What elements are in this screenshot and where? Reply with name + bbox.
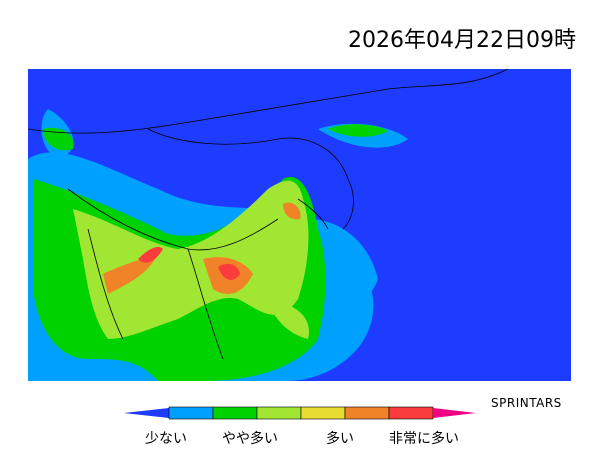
aerosol-yellow-green-areas xyxy=(73,180,309,339)
legend-swatch-5 xyxy=(344,406,390,420)
aerosol-red-areas xyxy=(138,247,240,280)
legend-swatch-2 xyxy=(212,406,258,420)
legend-swatch-6 xyxy=(388,406,434,420)
legend-swatch-4 xyxy=(300,406,346,420)
legend-label-low: 少ない xyxy=(145,431,187,447)
legend-label-high: 多い xyxy=(326,431,354,447)
legend-label-somewhat-high: やや多い xyxy=(222,431,278,447)
legend-high-arrow xyxy=(433,408,476,418)
legend-low-arrow xyxy=(124,408,169,418)
aerosol-forecast-map xyxy=(28,69,571,381)
forecast-datetime-title: 2026年04月22日09時 xyxy=(348,28,576,53)
model-credit: SPRINTARS xyxy=(491,396,562,410)
legend-label-very-high: 非常に多い xyxy=(389,431,459,447)
legend-swatch-1 xyxy=(168,406,214,420)
color-scale-legend xyxy=(124,406,476,420)
country-borders xyxy=(28,69,509,360)
legend-swatch-3 xyxy=(256,406,302,420)
